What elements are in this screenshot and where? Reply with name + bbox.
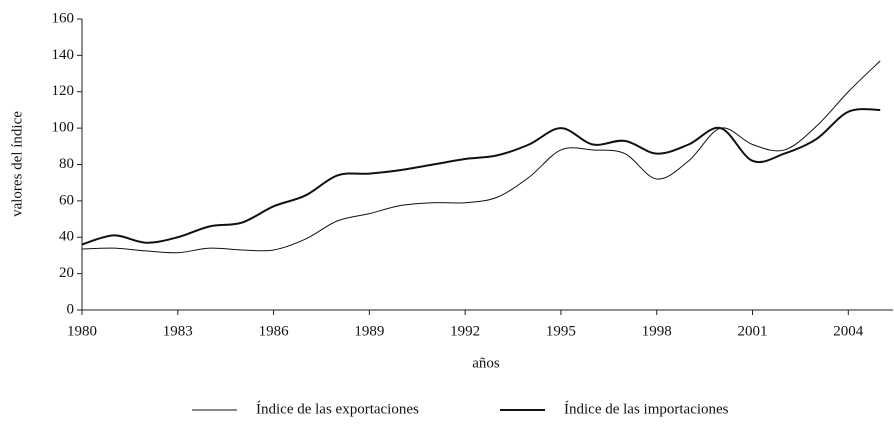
x-axis-label: años (472, 355, 500, 371)
x-tick-label: 2001 (738, 323, 768, 339)
x-tick-label: 1986 (259, 323, 290, 339)
x-tick-label: 1998 (642, 323, 672, 339)
y-tick-label: 160 (52, 10, 75, 26)
x-tick-label: 1983 (163, 323, 193, 339)
y-tick-label: 60 (59, 192, 74, 208)
x-tick-label: 1992 (450, 323, 480, 339)
y-tick-label: 100 (52, 120, 75, 136)
y-axis-label: valores del índice (9, 111, 25, 217)
x-tick-label: 1995 (546, 323, 576, 339)
x-tick-label: 1989 (354, 323, 384, 339)
y-tick-label: 40 (59, 229, 74, 245)
line (81, 108, 881, 246)
y-tick-label: 20 (59, 265, 74, 281)
y-tick-label: 140 (52, 47, 75, 63)
x-tick-label: 1980 (67, 323, 97, 339)
y-tick-label: 120 (52, 83, 75, 99)
line (81, 60, 881, 254)
legend-label: Índice de las importaciones (564, 400, 729, 417)
y-tick-label: 0 (67, 301, 75, 317)
legend-label: Índice de las exportaciones (256, 400, 419, 417)
x-tick-label: 2004 (833, 323, 864, 339)
y-tick-label: 80 (59, 156, 74, 172)
